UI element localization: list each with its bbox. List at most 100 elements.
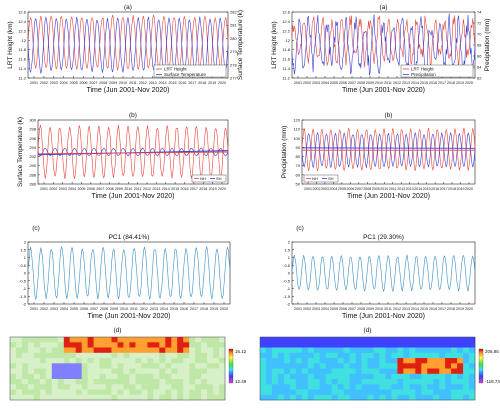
map-cell: [367, 389, 374, 395]
map-cell: [153, 342, 160, 348]
x-tick-label: 2016: [178, 81, 186, 85]
x-axis-label: Time (Jun 2001-Nov 2020): [86, 87, 169, 94]
map-cell: [111, 373, 118, 380]
map-cell: [433, 358, 440, 364]
map-cell: [325, 368, 332, 374]
map-cell: [21, 384, 29, 390]
map-cell: [373, 389, 380, 395]
map-cell: [325, 384, 332, 390]
map-cell: [439, 342, 446, 348]
map-cell: [105, 389, 112, 395]
map-cell: [355, 394, 362, 401]
map-cell: [289, 347, 297, 353]
map-cell: [171, 342, 178, 348]
map-cell: [147, 358, 154, 364]
map-cell: [266, 342, 273, 348]
map-cell: [367, 363, 374, 369]
y-tick-label: 0.5: [284, 263, 290, 268]
map-cell: [260, 379, 267, 385]
x-tick-label: 2017: [438, 81, 446, 85]
map-cell: [75, 352, 82, 359]
map-cell: [153, 394, 160, 401]
map-cell: [27, 352, 35, 359]
map-cell: [33, 347, 41, 353]
map-cell: [153, 373, 160, 380]
map-cell: [349, 368, 356, 374]
map-cell: [87, 379, 94, 385]
trend-line-1: [37, 151, 229, 155]
map-cell: [129, 394, 136, 401]
map-cell: [39, 389, 47, 395]
map-cell: [27, 394, 35, 401]
map-cell: [301, 352, 309, 359]
series-line-1: [291, 13, 476, 77]
map-cell: [177, 358, 184, 364]
map-cell: [289, 373, 297, 380]
x-tick-label: 2006: [80, 307, 88, 311]
map-cell: [75, 368, 82, 374]
x-tick-label: 2018: [198, 81, 206, 85]
y-tick-label: 292: [29, 154, 36, 159]
map-cell: [45, 373, 53, 380]
map-cell: [367, 342, 374, 348]
map-cell: [39, 363, 47, 369]
map-cell: [69, 352, 76, 359]
map-cell: [141, 352, 148, 359]
x-tick-label: 2009: [366, 81, 374, 85]
y-tick-label: 120: [293, 118, 300, 123]
map-cell: [295, 352, 303, 359]
map-cell: [213, 363, 220, 369]
map-cell: [141, 358, 148, 364]
map-cell: [21, 352, 29, 359]
panel-label: (d): [114, 327, 122, 334]
map-cell: [75, 394, 82, 401]
map-cell: [153, 337, 160, 343]
map-cell: [409, 373, 416, 380]
map-cell: [367, 394, 374, 401]
y-tick-label: 2: [24, 240, 27, 245]
map-cell: [159, 379, 166, 385]
map-cell: [277, 373, 285, 380]
map-cell: [165, 352, 172, 359]
x-tick-label: 2015: [171, 187, 179, 191]
map-cell: [391, 352, 398, 359]
map-cell: [195, 363, 202, 369]
map-cell: [75, 379, 82, 385]
x-tick-label: 2006: [346, 187, 354, 191]
map-cell: [87, 337, 94, 343]
map-cell: [207, 347, 214, 353]
map-cell: [87, 373, 94, 380]
map-cell: [93, 358, 100, 364]
map-cell: [451, 337, 458, 343]
map-cell: [289, 358, 297, 364]
y-right-tick-label: 66: [477, 54, 482, 59]
map-cell: [403, 337, 410, 343]
map-cell: [165, 389, 172, 395]
map-cell: [451, 358, 458, 364]
map-cell: [403, 379, 410, 385]
map-cell: [195, 337, 202, 343]
map-cell: [10, 347, 17, 353]
x-tick-label: 2013: [150, 307, 158, 311]
map-cell: [51, 394, 59, 401]
map-cell: [421, 363, 428, 369]
map-cell: [81, 347, 88, 353]
map-cell: [21, 358, 29, 364]
map-cell: [373, 347, 380, 353]
map-cell: [87, 384, 94, 390]
map-cell: [10, 363, 17, 369]
map-cell: [325, 352, 332, 359]
map-cell: [355, 389, 362, 395]
map-cell: [189, 384, 196, 390]
map-cell: [201, 379, 208, 385]
map-cell: [93, 389, 100, 395]
x-tick-label: 2020: [220, 307, 228, 311]
x-tick-label: 2018: [200, 307, 208, 311]
x-tick-label: 2003: [312, 307, 320, 311]
map-cell: [403, 358, 410, 364]
map-cell: [331, 337, 338, 343]
map-cell: [301, 368, 309, 374]
map-cell: [51, 352, 59, 359]
map-cell: [10, 368, 17, 374]
y-tick-label: 12.4: [282, 19, 291, 24]
